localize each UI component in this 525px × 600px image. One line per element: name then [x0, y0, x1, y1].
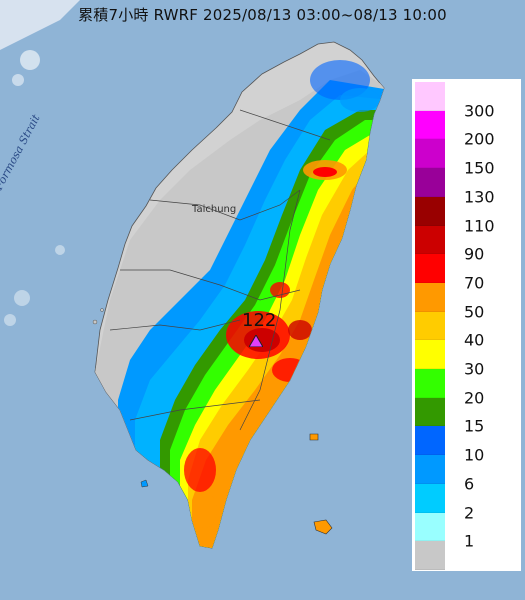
legend-labels: 300 200 150 130 110 90 70 50 40 30 20 15 10 6 2 1	[464, 82, 520, 570]
county-boundaries	[109, 109, 331, 431]
legend-label: 110	[464, 216, 495, 236]
legend-swatch	[415, 110, 445, 140]
legend-swatch	[415, 483, 445, 513]
legend-swatch	[415, 512, 445, 542]
legend-swatch	[415, 397, 445, 427]
green-island	[309, 433, 319, 441]
city-label: Taichung	[192, 204, 237, 215]
legend-label: 130	[464, 187, 495, 207]
legend-swatch	[415, 369, 445, 398]
legend-label: 2	[464, 503, 475, 523]
legend-label: 1	[464, 531, 475, 551]
legend-swatch	[415, 254, 445, 283]
legend-label: 50	[464, 302, 485, 322]
mainland-coast	[0, 0, 80, 50]
orchid-island	[313, 519, 333, 535]
legend-label: 90	[464, 244, 485, 264]
legend-label: 300	[464, 101, 495, 121]
map-title: 累積7小時 RWRF 2025/08/13 03:00~08/13 10:00	[78, 6, 447, 24]
legend-label: 40	[464, 330, 485, 350]
xiaoliuqiu-island	[140, 479, 149, 488]
legend-label: 15	[464, 416, 485, 436]
legend-label: 10	[464, 445, 485, 465]
legend-label: 200	[464, 129, 495, 149]
legend-label: 70	[464, 273, 485, 293]
max-triangle-icon	[249, 335, 263, 347]
legend-swatch	[415, 455, 445, 484]
legend-swatch	[415, 139, 445, 169]
legend-label: 6	[464, 474, 475, 494]
color-legend: 300 200 150 130 110 90 70 50 40 30 20 15 10 6 2 1	[412, 79, 521, 571]
legend-swatch	[415, 282, 445, 312]
legend-swatch	[415, 196, 445, 226]
legend-swatch	[415, 82, 445, 111]
legend-swatch	[415, 541, 445, 570]
legend-swatch	[415, 168, 445, 197]
max-value-label: 122	[242, 310, 277, 331]
legend-label: 30	[464, 359, 485, 379]
legend-swatch	[415, 340, 445, 370]
legend-label: 150	[464, 158, 495, 178]
legend-label: 20	[464, 388, 485, 408]
legend-swatch	[415, 426, 445, 456]
legend-swatches	[415, 82, 445, 570]
legend-swatch	[415, 225, 445, 255]
legend-swatch	[415, 311, 445, 341]
